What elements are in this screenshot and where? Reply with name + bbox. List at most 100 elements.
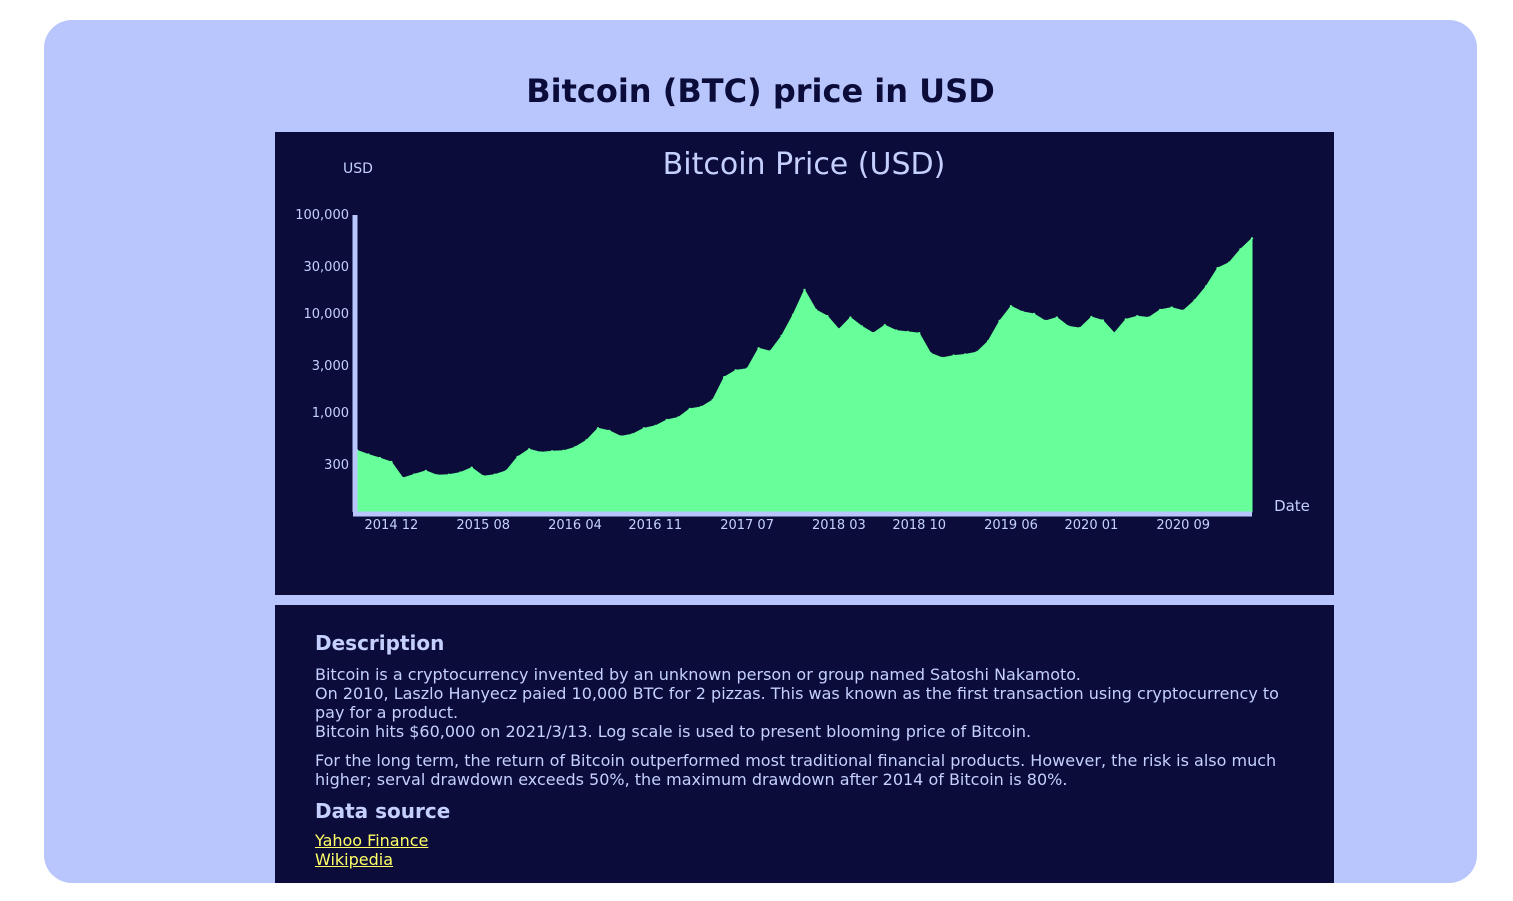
data-point xyxy=(527,448,531,451)
data-point xyxy=(493,473,496,476)
data-point xyxy=(1216,267,1219,270)
data-point xyxy=(1078,326,1082,330)
data-point xyxy=(1250,237,1254,240)
data-point xyxy=(573,446,577,449)
data-point xyxy=(849,316,852,319)
chart-title: Bitcoin Price (USD) xyxy=(663,147,946,182)
data-point xyxy=(941,356,944,360)
data-point xyxy=(677,416,680,419)
x-tick-label: 2015 08 xyxy=(456,518,510,533)
page-card: Bitcoin (BTC) price in USD Bitcoin Price… xyxy=(44,20,1477,883)
data-point xyxy=(1147,316,1150,319)
data-point xyxy=(1159,308,1162,312)
x-tick-label: 2014 12 xyxy=(365,518,419,533)
x-axis-label: Date xyxy=(1274,497,1310,515)
data-source-heading: Data source xyxy=(315,799,451,823)
data-point xyxy=(505,469,508,473)
data-point xyxy=(1239,248,1242,251)
data-point xyxy=(1067,325,1070,328)
data-point xyxy=(734,369,737,372)
link-yahoo-finance[interactable]: Yahoo Finance xyxy=(315,831,429,850)
data-point xyxy=(826,315,829,318)
data-point xyxy=(1193,299,1196,302)
y-tick-label: 100,000 xyxy=(295,208,349,223)
data-point xyxy=(482,475,485,478)
data-point xyxy=(665,418,668,422)
description-heading: Description xyxy=(315,631,445,655)
data-point xyxy=(768,350,772,353)
x-tick-label: 2018 10 xyxy=(892,518,946,533)
data-point xyxy=(723,376,726,379)
y-axis-label: USD xyxy=(343,161,373,177)
x-tick-label: 2016 11 xyxy=(628,518,682,533)
data-point xyxy=(998,319,1001,323)
data-point xyxy=(757,347,760,350)
data-point xyxy=(1124,318,1127,321)
data-point xyxy=(906,330,909,334)
data-point xyxy=(895,329,898,332)
data-point xyxy=(688,407,691,411)
data-point xyxy=(1101,319,1104,322)
data-point xyxy=(1227,261,1231,264)
data-point xyxy=(803,288,806,292)
data-point xyxy=(516,455,519,459)
data-point xyxy=(918,332,921,335)
x-tick-label: 2016 04 xyxy=(548,518,602,533)
data-point xyxy=(1182,309,1185,312)
data-point xyxy=(1055,316,1059,319)
data-point xyxy=(631,433,634,436)
price-area-series xyxy=(356,237,1253,513)
data-point xyxy=(963,353,967,356)
data-point xyxy=(975,351,978,354)
description-panel: Description Bitcoin is a cryptocurrency … xyxy=(275,605,1334,883)
data-point xyxy=(619,435,623,438)
data-source-links: Yahoo Finance Wikipedia xyxy=(315,831,1294,869)
data-point xyxy=(378,456,382,460)
chart-panel: Bitcoin Price (USD) USD Date 300 1,000 3,0… xyxy=(275,132,1334,595)
x-tick-label: 2020 09 xyxy=(1156,518,1210,533)
price-chart: Bitcoin Price (USD) USD Date 300 1,000 3,0… xyxy=(295,147,1310,533)
data-point xyxy=(986,340,990,343)
data-point xyxy=(1170,306,1173,309)
data-point xyxy=(711,398,714,402)
y-tick-label: 30,000 xyxy=(304,260,350,275)
x-tick-label: 2017 07 xyxy=(720,518,774,533)
description-line-3: Bitcoin hits $60,000 on 2021/3/13. Log s… xyxy=(315,722,1032,741)
y-tick-label: 1,000 xyxy=(312,406,349,421)
data-point xyxy=(780,334,783,338)
data-point xyxy=(470,466,473,469)
data-point xyxy=(401,476,405,480)
data-point xyxy=(1090,315,1093,319)
plot-area: 300 1,000 3,000 10,000 30,000 100,000 2014 12 2… xyxy=(295,208,1254,533)
link-wikipedia[interactable]: Wikipedia xyxy=(315,850,394,869)
data-point xyxy=(550,450,554,453)
data-point xyxy=(1113,332,1116,335)
data-point xyxy=(608,429,611,433)
data-point xyxy=(791,313,795,317)
x-tick-label: 2019 06 xyxy=(984,518,1038,533)
data-point xyxy=(814,308,818,312)
data-point xyxy=(1021,310,1024,314)
data-point xyxy=(424,469,427,473)
data-point xyxy=(642,427,646,430)
data-point xyxy=(539,451,542,454)
data-point xyxy=(367,453,370,456)
description-line-2: On 2010, Laszlo Hanyecz paied 10,000 BTC… xyxy=(315,684,1279,722)
page-title: Bitcoin (BTC) price in USD xyxy=(526,72,995,110)
data-point xyxy=(872,332,875,335)
data-point xyxy=(596,427,600,430)
data-point xyxy=(952,354,955,357)
y-tick-label: 10,000 xyxy=(304,307,350,322)
x-tick-label: 2020 01 xyxy=(1065,518,1119,533)
data-point xyxy=(1009,305,1013,308)
data-point xyxy=(654,424,657,428)
data-point xyxy=(745,367,749,370)
description-paragraph-2: For the long term, the return of Bitcoin… xyxy=(315,751,1277,789)
data-point xyxy=(700,405,703,409)
y-tick-label: 300 xyxy=(324,458,349,473)
data-point xyxy=(1136,315,1139,318)
description-text: Bitcoin is a cryptocurrency invented by … xyxy=(315,665,1294,741)
data-point xyxy=(837,328,841,331)
y-tick-label: 3,000 xyxy=(312,359,349,374)
data-point xyxy=(459,471,462,474)
